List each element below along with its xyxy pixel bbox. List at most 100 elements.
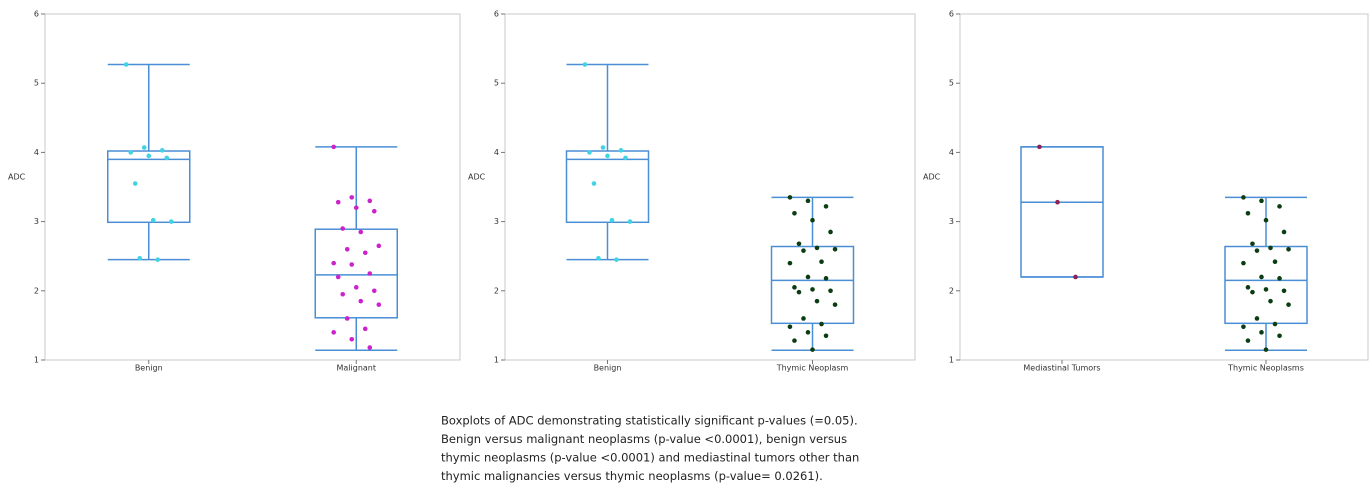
data-point xyxy=(1263,287,1269,292)
data-point xyxy=(810,217,815,223)
y-tick-label: 6 xyxy=(494,10,499,19)
data-point xyxy=(1073,274,1078,280)
y-tick-label: 2 xyxy=(34,286,39,295)
data-point xyxy=(349,262,355,267)
data-point xyxy=(1286,246,1291,252)
data-point xyxy=(618,148,624,153)
caption-line: thymic neoplasms (p-value <0.0001) and m… xyxy=(441,451,859,465)
data-point xyxy=(832,246,838,252)
data-point xyxy=(1245,338,1251,343)
data-point xyxy=(1281,288,1287,294)
data-point xyxy=(787,260,793,266)
data-point xyxy=(335,199,341,205)
data-point xyxy=(787,324,793,330)
x-tick-label: Thymic Neoplasm xyxy=(776,364,849,373)
data-point xyxy=(1259,198,1264,204)
data-point xyxy=(150,217,156,223)
data-point xyxy=(1268,298,1273,304)
y-tick-label: 1 xyxy=(34,356,39,365)
data-point xyxy=(331,144,337,150)
box xyxy=(107,150,191,224)
data-point xyxy=(362,250,368,256)
data-point xyxy=(169,219,174,224)
data-point xyxy=(1250,289,1255,295)
data-point xyxy=(627,219,633,224)
data-point xyxy=(1259,274,1264,280)
data-point xyxy=(591,181,597,186)
data-point xyxy=(146,153,152,159)
y-tick-label: 4 xyxy=(34,148,39,157)
y-tick-label: 4 xyxy=(494,148,499,157)
data-point xyxy=(137,255,143,261)
data-point xyxy=(164,155,170,161)
x-tick-label: Benign xyxy=(135,364,163,373)
data-point xyxy=(582,62,588,67)
data-point xyxy=(814,298,820,304)
data-point xyxy=(358,298,364,304)
data-point xyxy=(814,245,820,251)
data-point xyxy=(810,347,815,352)
data-point xyxy=(159,148,165,153)
data-point xyxy=(331,260,337,266)
data-point xyxy=(792,210,797,216)
data-point xyxy=(1055,199,1060,205)
data-point xyxy=(787,195,793,200)
data-point xyxy=(823,276,829,281)
data-point xyxy=(1254,248,1260,253)
data-point xyxy=(605,153,610,159)
data-point xyxy=(614,257,619,262)
data-point xyxy=(810,287,815,292)
data-point xyxy=(828,229,833,235)
data-point xyxy=(371,208,377,214)
data-point xyxy=(801,316,806,321)
data-point xyxy=(792,285,797,290)
data-point xyxy=(1241,195,1246,200)
data-point xyxy=(1277,333,1282,339)
x-tick-label: Thymic Neoplasms xyxy=(1227,364,1304,373)
y-tick-label: 1 xyxy=(494,356,499,365)
box xyxy=(1020,146,1104,278)
data-point xyxy=(1281,229,1287,235)
y-tick-label: 1 xyxy=(949,356,954,365)
data-point xyxy=(340,226,346,231)
data-point xyxy=(358,229,364,235)
data-point xyxy=(1037,144,1042,150)
data-point xyxy=(123,62,129,67)
y-tick-label: 2 xyxy=(494,286,499,295)
data-point xyxy=(1268,245,1273,251)
data-point xyxy=(596,255,601,261)
caption-line: Benign versus malignant neoplasms (p-val… xyxy=(441,432,847,446)
data-point xyxy=(1272,259,1278,265)
data-point xyxy=(823,333,829,339)
data-point xyxy=(1272,321,1278,327)
data-point xyxy=(353,205,359,211)
data-point xyxy=(1245,285,1251,290)
x-tick-label: Mediastinal Tumors xyxy=(1023,364,1100,373)
data-point xyxy=(819,259,824,265)
data-point xyxy=(1254,316,1260,321)
data-point xyxy=(1250,241,1255,247)
data-point xyxy=(335,274,341,280)
data-point xyxy=(367,271,373,276)
x-tick-label: Benign xyxy=(594,364,622,373)
data-point xyxy=(362,326,368,332)
y-tick-label: 6 xyxy=(949,10,954,19)
data-point xyxy=(796,241,802,247)
data-point xyxy=(367,345,373,350)
data-point xyxy=(353,285,359,290)
plot-frame xyxy=(44,13,461,361)
caption-line: Boxplots of ADC demonstrating statistica… xyxy=(441,414,858,428)
data-point xyxy=(132,181,138,186)
data-point xyxy=(805,198,811,204)
y-tick-label: 6 xyxy=(34,10,39,19)
data-point xyxy=(349,336,355,342)
data-point xyxy=(823,204,829,209)
data-point xyxy=(587,150,592,155)
y-axis-label: ADC xyxy=(923,173,941,182)
y-axis-label: ADC xyxy=(468,173,486,182)
data-point xyxy=(367,198,373,204)
y-tick-label: 3 xyxy=(949,217,954,226)
data-point xyxy=(1263,347,1269,352)
data-point xyxy=(155,257,161,262)
data-point xyxy=(340,291,346,297)
